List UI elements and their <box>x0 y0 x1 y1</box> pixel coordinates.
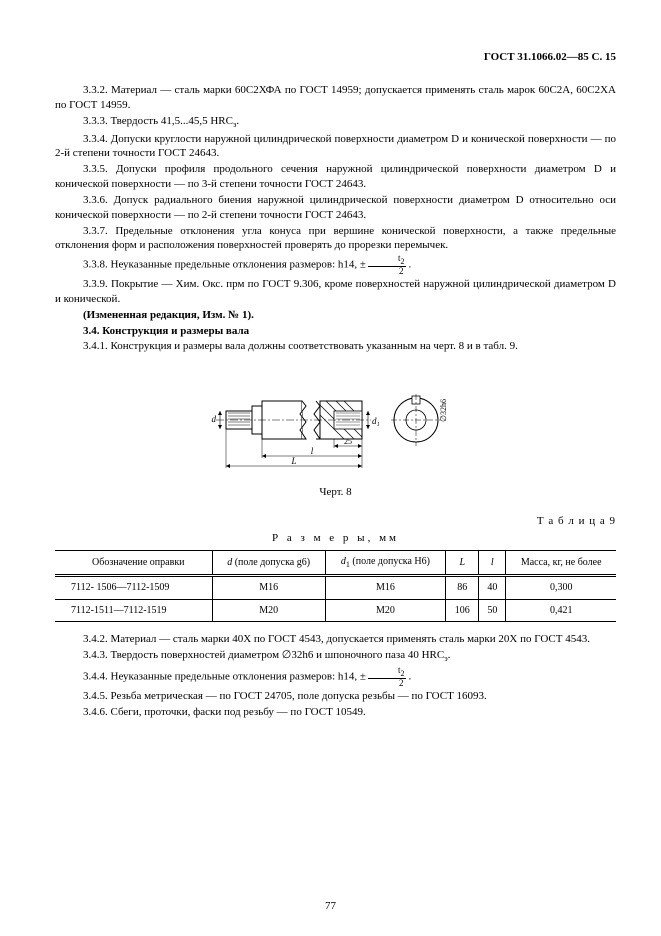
table-9: Т а б л и ц а 9 Р а з м е р ы, мм Обозна… <box>55 514 616 622</box>
th-designation: Обозначение оправки <box>55 550 212 576</box>
cell-l: 40 <box>479 576 506 600</box>
cell-d1: M20 <box>325 599 445 622</box>
figure-caption: Черт. 8 <box>55 485 616 500</box>
cell-d: M16 <box>212 576 325 600</box>
para-3-4-5: 3.4.5. Резьба метрическая — по ГОСТ 2470… <box>55 689 616 704</box>
table-row: 7112-1511—7112-1519 M20 M20 106 50 0,421 <box>55 599 616 622</box>
cell-mass: 0,300 <box>506 576 616 600</box>
cell-l: 50 <box>479 599 506 622</box>
para-3-3-7: 3.3.7. Предельные отклонения угла конуса… <box>55 224 616 254</box>
para-3-3-3: 3.3.3. Твердость 41,5...45,5 HRCэ. <box>55 114 616 131</box>
cell-mass: 0,421 <box>506 599 616 622</box>
figure-8: d d₁ ∅32h6 25 l <box>55 366 616 500</box>
para-3-4-6: 3.4.6. Сбеги, проточки, фаски под резьбу… <box>55 705 616 720</box>
para-izm: (Измененная редакция, Изм. № 1). <box>55 308 616 323</box>
para-3-3-2: 3.3.2. Материал — сталь марки 60С2ХФА по… <box>55 83 616 113</box>
dim-diam-label: ∅32h6 <box>439 399 448 422</box>
th-d: d (поле допуска g6) <box>212 550 325 576</box>
th-d1: d1 (поле допуска H6) <box>325 550 445 576</box>
cell-designation: 7112- 1506—7112-1509 <box>55 576 212 600</box>
para-3-4-3: 3.4.3. Твердость поверхностей диаметром … <box>55 648 616 665</box>
dim-l-label: l <box>310 446 313 456</box>
cell-L: 86 <box>446 576 479 600</box>
para-3-4-1: 3.4.1. Конструкция и размеры вала должны… <box>55 339 616 354</box>
para-3-3-4: 3.3.4. Допуски круглости наружной цилинд… <box>55 132 616 162</box>
th-mass: Масса, кг, не более <box>506 550 616 576</box>
dim-bigl-label: L <box>290 456 296 466</box>
para-3-3-8: 3.3.8. Неуказанные предельные отклонения… <box>55 254 616 276</box>
dim-d-label: d <box>211 414 216 424</box>
cell-L: 106 <box>446 599 479 622</box>
table-head-row: Обозначение оправки d (поле допуска g6) … <box>55 550 616 576</box>
para-3-4-4: 3.4.4. Неуказанные предельные отклонения… <box>55 666 616 688</box>
para-3-3-6: 3.3.6. Допуск радиального биения наружно… <box>55 193 616 223</box>
dim-d1-label: d₁ <box>372 416 380 426</box>
table-label: Т а б л и ц а 9 <box>55 514 616 529</box>
cell-designation: 7112-1511—7112-1519 <box>55 599 212 622</box>
para-3-4-2: 3.4.2. Материал — сталь марки 40Х по ГОС… <box>55 632 616 647</box>
page-number: 77 <box>325 899 336 914</box>
table-title: Р а з м е р ы, мм <box>55 531 616 546</box>
dim-25-label: 25 <box>344 437 352 446</box>
th-l: l <box>479 550 506 576</box>
para-3-3-9: 3.3.9. Покрытие — Хим. Окс. прм по ГОСТ … <box>55 277 616 307</box>
para-3-3-5: 3.3.5. Допуски профиля продольного сечен… <box>55 162 616 192</box>
page-header-code: ГОСТ 31.1066.02—85 С. 15 <box>55 50 616 65</box>
th-L: L <box>446 550 479 576</box>
para-3-4: 3.4. Конструкция и размеры вала <box>55 324 616 339</box>
dimensions-table: Обозначение оправки d (поле допуска g6) … <box>55 550 616 623</box>
page: ГОСТ 31.1066.02—85 С. 15 3.3.2. Материал… <box>0 0 661 936</box>
cell-d1: M16 <box>325 576 445 600</box>
table-row: 7112- 1506—7112-1509 M16 M16 86 40 0,300 <box>55 576 616 600</box>
cell-d: M20 <box>212 599 325 622</box>
